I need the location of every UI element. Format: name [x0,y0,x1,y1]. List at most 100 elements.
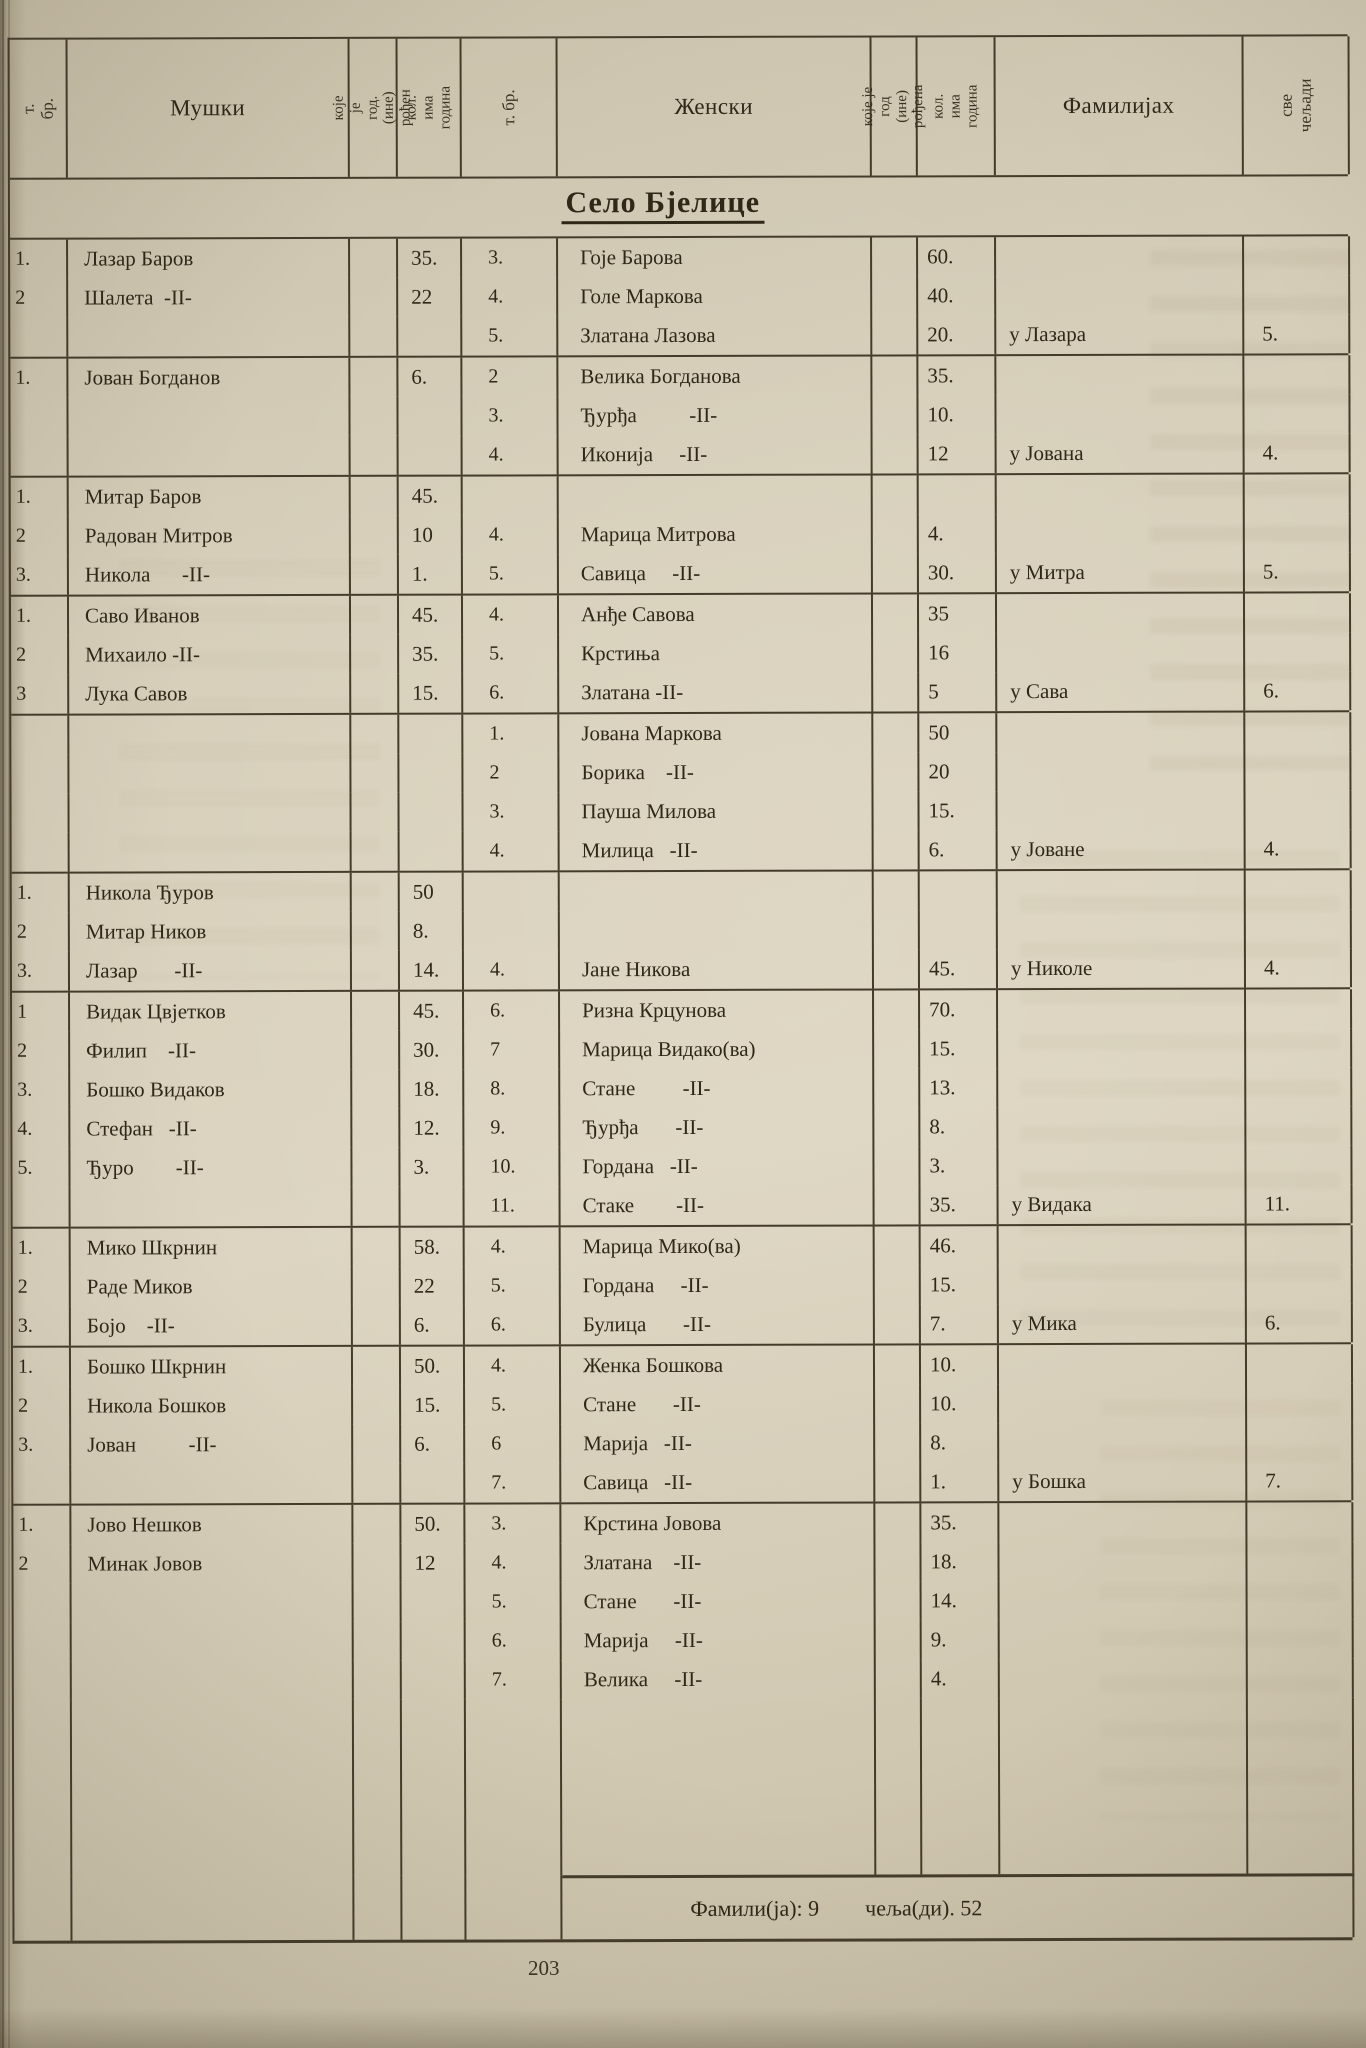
female-birthyear-cell [874,1185,921,1225]
female-birthyear-cell [875,1659,922,1699]
female-birthyear-cell [874,1107,921,1147]
family-cell [996,513,1245,554]
family-block: 1. Јово Нешков 50. 3. Крстина Јовова 35. 2 Мина… [13,1502,1354,1701]
female-name-cell: Голе Маркова [558,276,873,317]
female-age-cell: 20. [918,315,997,355]
male-number-cell: 1. [12,1347,72,1387]
male-name-cell: Јово Нешков [71,1504,354,1545]
female-number-cell: 4. [465,1543,562,1583]
female-number-cell: 7. [465,1660,562,1700]
female-number-cell: 8. [464,1069,561,1109]
female-age-cell: 15. [920,1265,999,1305]
members-total-cell [1247,1541,1354,1581]
male-name-cell [69,792,352,833]
members-total-cell: 5. [1244,552,1351,592]
members-total-cell [1246,1067,1353,1107]
female-number-cell: 3. [465,1504,562,1544]
male-age-cell: 58. [400,1227,465,1267]
female-age-cell: 16 [919,633,998,673]
female-birthyear-cell [873,752,920,792]
male-birthyear-cell [352,1346,402,1386]
female-birthyear-cell [875,1503,922,1543]
male-number-cell: 1. [10,358,69,398]
female-number-cell: 9. [464,1108,561,1148]
male-age-cell: 12. [400,1108,465,1148]
members-total-cell [1246,1264,1353,1304]
female-age-cell: 14. [921,1581,1000,1621]
female-name-cell: Гордана -II- [560,1146,875,1187]
header-female-birthyear: које је год (ине) рођена [860,37,927,176]
male-name-cell: Лазар -II- [69,950,353,991]
family-cell [998,1067,1247,1108]
male-number-cell: 2 [13,1544,72,1584]
family-block: 1. Никола Ђуров 50 2 Митар Ников 8. 3. Лазар -I… [11,870,1352,993]
members-total-cell [1247,1422,1354,1462]
female-birthyear-cell [872,276,919,316]
members-total-cell: 11. [1246,1184,1353,1224]
female-age-cell: 70. [920,990,999,1030]
male-birthyear-cell [353,1621,402,1661]
female-age-cell: 1. [921,1462,1000,1502]
female-age-cell: 18. [921,1542,1000,1582]
male-age-cell: 50. [401,1504,466,1544]
family-cell [997,909,1246,950]
members-total-cell [1245,870,1352,910]
male-number-cell: 3. [12,1306,71,1346]
members-total-cell [1244,275,1351,315]
female-age-cell [919,871,998,911]
female-birthyear-cell [872,594,920,634]
male-birthyear-cell [352,1069,401,1109]
male-name-cell: Лазар Баров [68,238,351,279]
header-males: Мушки [67,38,350,178]
female-name-cell: Јане Никова [559,949,874,990]
female-age-cell: 10. [920,1345,1000,1385]
family-block: 1 Видак Цвјетков 45. 6. Ризна Крцунова 70. 2 Фи… [12,989,1353,1229]
male-name-cell [71,1463,354,1504]
male-number-cell [10,317,69,357]
family-cell [998,989,1247,1030]
male-age-cell [398,435,463,475]
male-name-cell [71,1660,354,1701]
male-birthyear-cell [350,476,399,516]
female-age-cell: 45. [919,949,998,989]
female-number-cell: 7 [464,1030,561,1070]
female-name-cell: Марица Мико(ва) [560,1226,875,1267]
female-number-cell: 4. [462,277,559,317]
totals-summary: Фамили(ја): 9 чеља(ди). 52 [562,1873,1355,1940]
header-families: Фамилијах [995,36,1244,176]
header-families-label: Фамилијах [1062,92,1175,118]
female-name-cell: Иконија -II- [558,434,873,475]
male-number-cell: 4. [12,1109,71,1149]
male-name-cell: Бошко Видаков [70,1069,353,1110]
male-birthyear-cell [350,435,399,475]
family-cell [997,712,1246,753]
male-birthyear-cell [351,831,400,871]
family-block: 1. Јована Маркова 50 2 Борика -II- 20 3. Пауша … [11,712,1352,874]
female-birthyear-cell [872,514,919,554]
female-birthyear-cell [874,1265,921,1305]
members-total-cell: 4. [1245,948,1352,988]
male-age-cell: 30. [400,1030,465,1070]
male-birthyear-cell [353,1504,402,1544]
members-total-cell [1244,236,1351,276]
male-birthyear-cell [353,1463,402,1503]
male-birthyear-cell [351,634,400,674]
female-name-cell [559,871,874,912]
female-birthyear-cell [875,1542,922,1582]
male-birthyear-cell [352,1108,401,1148]
family-cell [997,751,1246,792]
female-birthyear-cell [875,1620,922,1660]
male-age-cell [399,714,464,754]
members-total-cell [1244,474,1351,514]
female-age-cell: 40. [918,276,997,316]
female-age-cell: 8. [920,1107,999,1147]
family-block: 1. Лазар Баров 35. 3. Гоје Барова 60. 2 Шалета … [10,236,1351,359]
male-number-cell [12,1187,71,1227]
empty-cell [921,1698,1001,1875]
male-number-cell [10,436,69,476]
female-name-cell: Ђурђа -II- [560,1107,875,1148]
empty-cell [402,1875,467,1940]
male-age-cell [400,1186,465,1226]
male-birthyear-cell [352,1030,401,1070]
male-name-cell: Саво Иванов [68,595,352,636]
